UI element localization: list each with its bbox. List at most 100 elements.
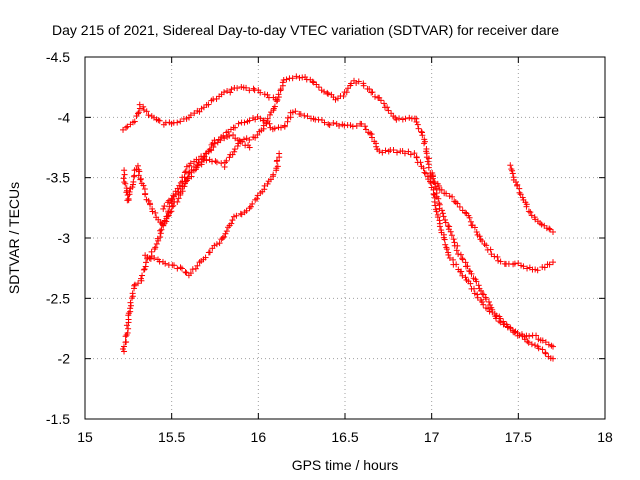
data-point xyxy=(283,76,289,82)
data-point xyxy=(396,115,402,121)
x-tick-label: 16.5 xyxy=(331,429,358,445)
data-point xyxy=(543,351,549,357)
chart-title: Day 215 of 2021, Sidereal Day-to-day VTE… xyxy=(52,22,559,38)
data-point xyxy=(529,341,535,347)
data-point xyxy=(381,100,387,106)
y-axis-label: SDTVAR / TECUs xyxy=(6,182,22,294)
data-point xyxy=(510,170,516,176)
data-point xyxy=(441,213,447,219)
data-point xyxy=(486,299,492,305)
data-point xyxy=(247,205,253,211)
data-point xyxy=(425,159,431,165)
data-point xyxy=(149,249,155,255)
series-arc-4 xyxy=(142,151,282,279)
data-point xyxy=(340,93,346,99)
data-point xyxy=(418,129,424,135)
data-point xyxy=(426,165,432,171)
data-point xyxy=(415,122,421,128)
data-point xyxy=(422,170,428,176)
data-point xyxy=(526,340,532,346)
data-point xyxy=(143,259,149,265)
data-point xyxy=(193,266,199,272)
data-point xyxy=(453,261,459,267)
data-point xyxy=(183,168,189,174)
data-point xyxy=(161,203,167,209)
data-point xyxy=(276,151,282,157)
data-point xyxy=(406,115,412,121)
data-point xyxy=(212,158,218,164)
x-tick-label: 17.5 xyxy=(505,429,532,445)
x-tick-label: 17 xyxy=(424,429,440,445)
data-point xyxy=(122,172,128,178)
data-point xyxy=(141,107,147,113)
data-point xyxy=(232,146,238,152)
y-tick-label: -4.5 xyxy=(46,49,70,65)
data-point xyxy=(488,247,494,253)
x-tick-label: 15.5 xyxy=(158,429,185,445)
data-point xyxy=(179,265,185,271)
data-point xyxy=(139,272,145,278)
data-point xyxy=(126,197,132,203)
y-tick-label: -2 xyxy=(58,351,71,367)
data-point xyxy=(220,235,226,241)
x-tick-label: 18 xyxy=(597,429,613,445)
x-tick-label: 15 xyxy=(77,429,93,445)
data-point xyxy=(402,116,408,122)
data-point xyxy=(157,118,163,124)
data-point xyxy=(526,333,532,339)
data-point xyxy=(229,217,235,223)
y-tick-label: -4 xyxy=(58,109,71,125)
data-point xyxy=(218,160,224,166)
data-point xyxy=(437,223,443,229)
data-point xyxy=(236,121,242,127)
data-point xyxy=(527,209,533,215)
series-arc-3 xyxy=(120,84,279,133)
data-point xyxy=(539,222,545,228)
data-point xyxy=(226,154,232,160)
sdtvar-chart: 15 15.5 16 16.5 17 17.5 18 -1.5 -2 -2.5 -3 -3.5 -4 -4… xyxy=(0,0,640,480)
data-point xyxy=(130,179,136,185)
y-tick-label: -1.5 xyxy=(46,411,70,427)
y-tick-label: -3 xyxy=(58,230,71,246)
data-point xyxy=(459,255,465,261)
series-arc-6 xyxy=(429,170,556,362)
data-point xyxy=(416,126,422,132)
data-point xyxy=(121,175,127,181)
data-point xyxy=(124,322,130,328)
data-point xyxy=(125,326,131,332)
data-point xyxy=(494,254,500,260)
data-point xyxy=(174,199,180,205)
series-arc-1 xyxy=(120,108,556,354)
series-arc-7 xyxy=(507,162,556,235)
data-point xyxy=(417,159,423,165)
data-point xyxy=(507,162,513,168)
data-point xyxy=(248,204,254,210)
data-point xyxy=(227,89,233,95)
data-point xyxy=(249,201,255,207)
data-point xyxy=(127,300,133,306)
data-point xyxy=(455,251,461,257)
data-point xyxy=(132,282,138,288)
data-point xyxy=(135,163,141,169)
data-point xyxy=(479,291,485,297)
data-point xyxy=(222,231,228,237)
data-point xyxy=(517,190,523,196)
y-tick-label: -2.5 xyxy=(46,290,70,306)
data-point xyxy=(532,342,538,348)
data-point xyxy=(142,266,148,272)
data-point xyxy=(130,290,136,296)
x-tick-label: 16 xyxy=(251,429,267,445)
grid-lines xyxy=(85,57,605,419)
data-point xyxy=(431,191,437,197)
x-axis-label: GPS time / hours xyxy=(292,457,399,473)
data-point xyxy=(234,85,240,91)
data-point xyxy=(214,159,220,165)
y-tick-label: -3.5 xyxy=(46,170,70,186)
data-point xyxy=(285,115,291,121)
data-point xyxy=(174,120,180,126)
data-point xyxy=(231,149,237,155)
data-points xyxy=(120,73,556,361)
data-point xyxy=(463,274,469,280)
tick-labels: 15 15.5 16 16.5 17 17.5 18 -1.5 -2 -2.5 -3 -3.5 -4 -4… xyxy=(46,49,613,445)
data-point xyxy=(264,92,270,98)
